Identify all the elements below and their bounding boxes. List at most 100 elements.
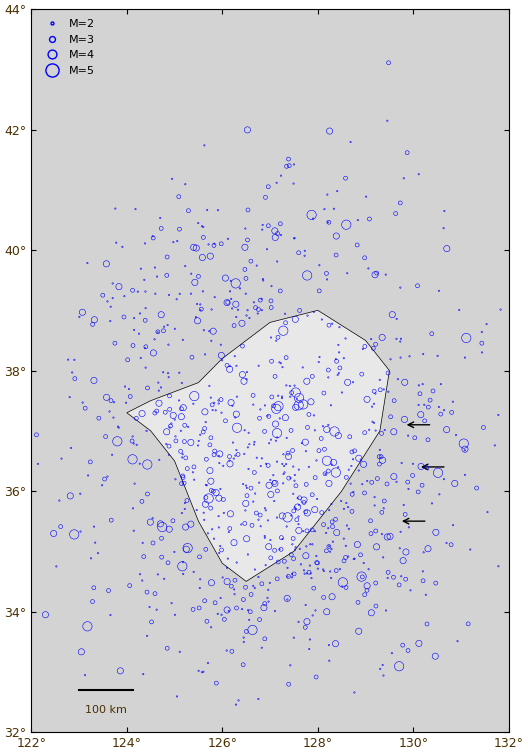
- Point: [227, 580, 235, 592]
- Point: [228, 302, 237, 314]
- Point: [296, 543, 304, 555]
- Point: [394, 373, 402, 385]
- Point: [287, 510, 296, 522]
- Point: [241, 498, 250, 510]
- Point: [173, 293, 181, 305]
- Point: [141, 342, 149, 354]
- Point: [302, 478, 310, 490]
- Point: [267, 295, 275, 307]
- Point: [109, 412, 118, 424]
- Point: [151, 288, 159, 300]
- Point: [370, 417, 378, 429]
- Point: [291, 401, 300, 413]
- Point: [403, 147, 411, 159]
- Point: [351, 445, 359, 457]
- Point: [68, 366, 77, 379]
- Point: [203, 480, 211, 492]
- Point: [302, 541, 310, 553]
- Point: [332, 467, 340, 479]
- Point: [342, 551, 350, 563]
- Point: [282, 520, 291, 532]
- Point: [344, 550, 353, 562]
- Point: [202, 416, 210, 428]
- Point: [223, 575, 231, 587]
- Point: [290, 158, 298, 170]
- Point: [277, 544, 285, 556]
- Point: [140, 274, 148, 286]
- Point: [291, 480, 300, 492]
- Point: [226, 507, 234, 520]
- Point: [232, 299, 240, 311]
- Point: [223, 562, 231, 574]
- Point: [267, 355, 276, 367]
- Point: [414, 486, 422, 498]
- Point: [380, 502, 388, 514]
- Point: [378, 332, 386, 344]
- Point: [246, 605, 254, 618]
- Point: [244, 427, 253, 439]
- Point: [284, 450, 293, 462]
- Point: [269, 469, 278, 481]
- Point: [284, 570, 293, 582]
- Point: [258, 452, 266, 464]
- Point: [217, 349, 225, 361]
- Point: [354, 464, 363, 477]
- Point: [195, 602, 203, 614]
- Point: [251, 563, 259, 575]
- Point: [243, 366, 251, 379]
- Point: [160, 320, 168, 333]
- Point: [325, 504, 333, 516]
- Point: [132, 412, 140, 425]
- Point: [200, 422, 209, 434]
- Point: [321, 467, 329, 480]
- Point: [325, 216, 333, 228]
- Point: [382, 605, 390, 617]
- Point: [165, 449, 173, 461]
- Point: [340, 532, 348, 544]
- Point: [182, 452, 190, 464]
- Point: [216, 540, 224, 552]
- Point: [111, 337, 119, 349]
- Point: [373, 473, 382, 485]
- Point: [411, 432, 419, 444]
- Point: [148, 512, 157, 524]
- Point: [473, 482, 481, 494]
- Point: [284, 562, 292, 574]
- Point: [323, 188, 332, 201]
- Point: [303, 615, 311, 627]
- Point: [479, 421, 488, 434]
- Point: [354, 452, 363, 464]
- Point: [298, 361, 307, 373]
- Point: [251, 582, 259, 594]
- Point: [363, 580, 371, 592]
- Point: [267, 280, 276, 292]
- Point: [353, 538, 362, 550]
- Point: [312, 455, 320, 467]
- Point: [312, 671, 320, 683]
- Point: [164, 339, 173, 351]
- Point: [434, 467, 442, 479]
- Point: [208, 303, 216, 315]
- Point: [341, 172, 350, 184]
- Point: [328, 590, 336, 602]
- Point: [300, 245, 309, 257]
- Point: [231, 277, 240, 290]
- Point: [307, 572, 316, 584]
- Point: [437, 408, 445, 420]
- Point: [214, 522, 223, 534]
- Point: [77, 645, 86, 657]
- Point: [309, 213, 317, 225]
- Point: [131, 203, 140, 215]
- Point: [303, 375, 311, 388]
- Point: [273, 573, 281, 585]
- Point: [388, 308, 397, 320]
- Point: [406, 351, 414, 363]
- Point: [308, 524, 316, 536]
- Point: [239, 632, 248, 644]
- Point: [259, 273, 267, 285]
- Point: [437, 378, 445, 390]
- Point: [300, 564, 308, 576]
- Point: [349, 486, 357, 498]
- Point: [306, 559, 314, 572]
- Point: [247, 255, 255, 267]
